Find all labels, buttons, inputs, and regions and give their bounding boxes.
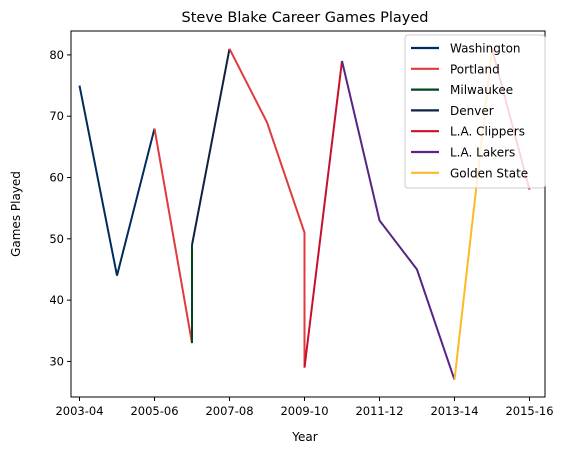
x-tick-label: 2003-04 (55, 404, 103, 418)
x-tick-label: 2009-10 (280, 404, 328, 418)
x-tick-label: 2011-12 (355, 404, 403, 418)
series-line-1 (153, 128, 193, 344)
legend-label: Milwaukee (450, 83, 513, 97)
x-tick-label: 2013-14 (430, 404, 478, 418)
legend-label: L.A. Lakers (450, 146, 515, 160)
legend-label: Denver (450, 104, 494, 118)
x-axis: 2003-04 2005-06 2007-08 2009-10 2011-12 2013-… (55, 397, 554, 418)
series-line-6 (341, 60, 456, 381)
legend-label: L.A. Clippers (450, 125, 525, 139)
legend-label: Golden State (450, 166, 528, 180)
chart-title: Steve Blake Career Games Played (182, 10, 429, 26)
series-line-4 (228, 48, 306, 368)
y-tick-label: 30 (49, 354, 64, 368)
series-line-3 (191, 48, 231, 246)
x-axis-label: Year (291, 430, 317, 444)
legend-label: Portland (450, 62, 500, 76)
legend-box (404, 34, 546, 189)
y-axis: 30 40 50 60 70 80 (49, 48, 71, 368)
series-line-0 (78, 85, 156, 276)
y-tick-label: 70 (49, 109, 64, 123)
y-tick-label: 50 (49, 232, 64, 246)
x-tick-label: 2007-08 (205, 404, 253, 418)
y-tick-label: 40 (49, 293, 64, 307)
plot-area (70, 30, 546, 398)
y-axis-label: Games Played (9, 171, 23, 257)
series-line-5 (303, 60, 343, 368)
legend: Washington Portland Milwaukee Denver L.A. Cl… (404, 34, 546, 189)
y-tick-label: 60 (49, 171, 64, 185)
x-tick-label: 2015-16 (505, 404, 553, 418)
y-tick-label: 80 (49, 48, 64, 62)
legend-label: Washington (450, 42, 521, 56)
x-tick-label: 2005-06 (130, 404, 178, 418)
